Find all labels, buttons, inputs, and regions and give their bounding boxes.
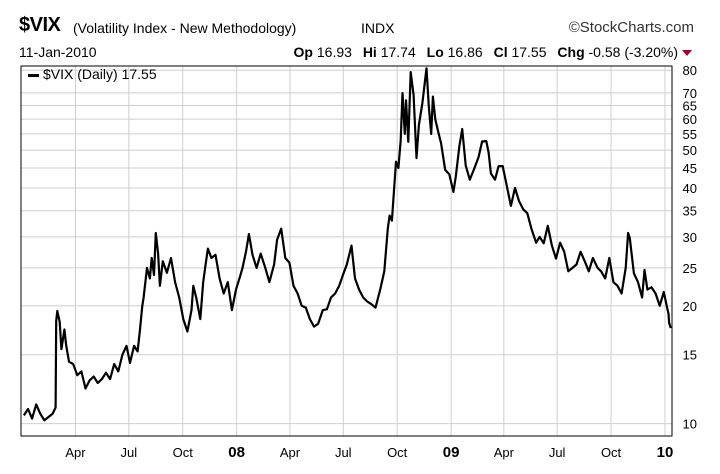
symbol-description: (Volatility Index - New Methodology) [73, 20, 297, 36]
x-tick-label: Apr [65, 445, 86, 460]
plot-frame [20, 65, 673, 437]
change-label: Chg [557, 44, 585, 60]
legend-label: $VIX (Daily) 17.55 [43, 66, 157, 82]
y-tick-label: 80 [683, 63, 697, 78]
x-tick-label: Apr [494, 445, 515, 460]
copyright-icon: © [568, 19, 580, 36]
symbol-title: $VIX [19, 14, 61, 36]
x-tick-label: Jul [121, 445, 138, 460]
quote-summary: Op 16.93 Hi 17.74 Lo 16.86 Cl 17.55 Chg … [294, 44, 692, 60]
y-tick-label: 65 [683, 98, 697, 113]
vix-line [22, 67, 672, 422]
close-value: 17.55 [511, 44, 547, 60]
x-tick-label: Apr [280, 445, 301, 460]
change-value: -0.58 (-3.20%) [588, 44, 678, 60]
exchange-label: INDX [361, 20, 395, 36]
y-tick-label: 50 [683, 143, 697, 158]
high-label: Hi [362, 44, 377, 60]
legend-swatch [28, 73, 39, 77]
y-tick-label: 30 [683, 230, 697, 245]
x-axis: Apr Jul Oct 08 Apr Jul Oct 09 Apr Jul Oct 10 [65, 444, 673, 461]
y-tick-label: 35 [683, 204, 697, 219]
y-tick-label: 40 [683, 181, 697, 196]
y-tick-label: 60 [683, 112, 697, 127]
y-tick-label: 10 [683, 417, 697, 432]
x-tick-label: 09 [443, 444, 460, 461]
low-label: Lo [426, 44, 444, 60]
y-tick-label: 25 [683, 261, 697, 276]
chart-grid [21, 66, 672, 436]
y-tick-label: 45 [683, 161, 697, 176]
x-tick-label: Jul [549, 445, 566, 460]
brand-logo[interactable]: ©StockCharts.com [569, 19, 694, 36]
open-value: 16.93 [316, 44, 352, 60]
chart-header: $VIX (Volatility Index - New Methodology… [0, 0, 720, 62]
x-tick-label: Oct [387, 445, 408, 460]
open-label: Op [293, 44, 313, 60]
y-tick-label: 20 [683, 299, 697, 314]
close-label: Cl [493, 44, 508, 60]
y-tick-label: 70 [683, 86, 697, 101]
x-tick-label: 10 [657, 444, 674, 461]
quote-date: 11-Jan-2010 [19, 44, 97, 60]
chart-legend: $VIX (Daily) 17.55 [28, 66, 157, 82]
high-value: 17.74 [380, 44, 416, 60]
x-tick-label: Oct [601, 445, 622, 460]
y-tick-label: 55 [683, 127, 697, 142]
x-tick-label: Jul [335, 445, 352, 460]
x-tick-label: 08 [228, 444, 245, 461]
low-value: 16.86 [447, 44, 483, 60]
x-tick-label: Oct [173, 445, 194, 460]
brand-name: StockCharts.com [579, 19, 694, 36]
down-arrow-icon [682, 50, 692, 57]
y-tick-label: 15 [683, 348, 697, 363]
